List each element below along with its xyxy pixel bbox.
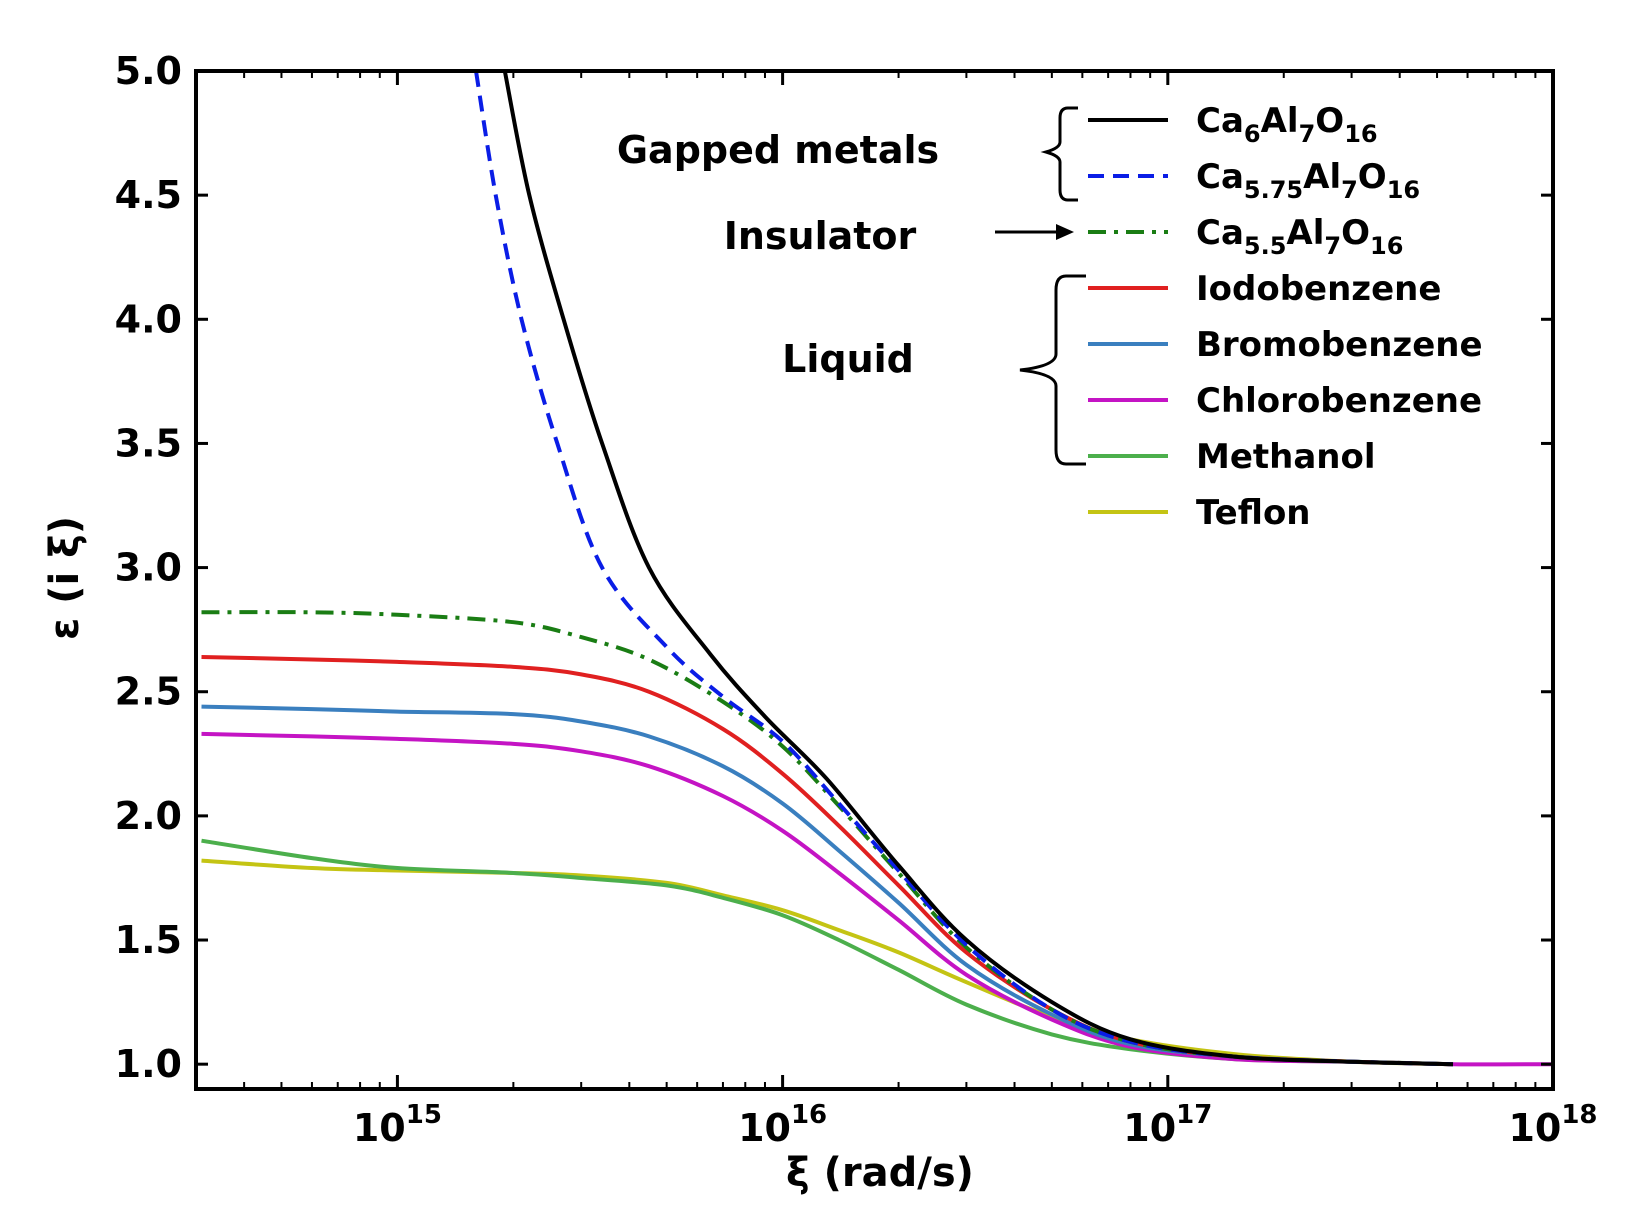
annotation-gapped-metals: Gapped metals — [617, 128, 939, 172]
y-tick-label: 1.5 — [115, 918, 182, 962]
series-line-iodobenzene — [201, 655, 1454, 1067]
brace-gapped-metals — [1040, 106, 1078, 202]
series-line-teflon — [201, 858, 1454, 1067]
y-tick-label: 4.5 — [115, 173, 182, 217]
x-tick-label: 1018 — [1508, 1100, 1597, 1150]
y-tick-label: 5.0 — [115, 49, 182, 93]
legend-label-ca5-5al7o16: Ca5.5Al7O16 — [1196, 213, 1403, 260]
series-line-methanol — [201, 838, 1454, 1067]
legend-label-ca6al7o16: Ca6Al7O16 — [1196, 101, 1378, 148]
legend-label-teflon: Teflon — [1196, 493, 1311, 533]
plot-border — [194, 69, 1555, 1091]
x-tick-label: 1016 — [738, 1100, 827, 1150]
legend-label-bromobenzene: Bromobenzene — [1196, 325, 1483, 365]
y-axis-title: ε (i ξ) — [42, 516, 88, 640]
y-tick-label: 2.0 — [115, 794, 182, 838]
y-tick-label: 4.0 — [115, 297, 182, 341]
legend-label-ca5-75al7o16: Ca5.75Al7O16 — [1196, 157, 1420, 204]
legend: Ca6Al7O16 Ca5.75Al7O16 Ca5.5Al7O16 Iodobenz… — [1088, 101, 1483, 533]
annotation-liquid: Liquid — [782, 337, 914, 381]
y-tick-label: 1.0 — [115, 1042, 182, 1086]
arrow-insulator-head — [1056, 224, 1074, 240]
annotation-insulator: Insulator — [724, 214, 917, 258]
x-axis-title: ξ (rad/s) — [786, 1150, 974, 1196]
series-layer — [201, 71, 1553, 1067]
series-line-bromobenzene — [201, 704, 1454, 1067]
legend-label-methanol: Methanol — [1196, 437, 1376, 477]
annotations: Gapped metals Insulator Liquid — [617, 106, 1086, 466]
legend-label-chlorobenzene: Chlorobenzene — [1196, 381, 1482, 421]
legend-label-iodobenzene: Iodobenzene — [1196, 269, 1441, 309]
plot-frame: 1.0 1.5 2.0 2.5 3.0 3.5 4.0 4.5 5.0 1015 1016 1017 1… — [115, 49, 1598, 1150]
brace-liquid — [1019, 274, 1086, 466]
y-tick-label: 2.5 — [115, 670, 182, 714]
series-line-chlorobenzene — [201, 731, 1553, 1067]
series-line-ca6al7o16 — [502, 71, 1454, 1067]
x-tick-label: 1017 — [1123, 1100, 1212, 1150]
y-tick-label: 3.0 — [115, 546, 182, 590]
x-tick-label: 1015 — [353, 1100, 442, 1150]
y-tick-label: 3.5 — [115, 421, 182, 465]
